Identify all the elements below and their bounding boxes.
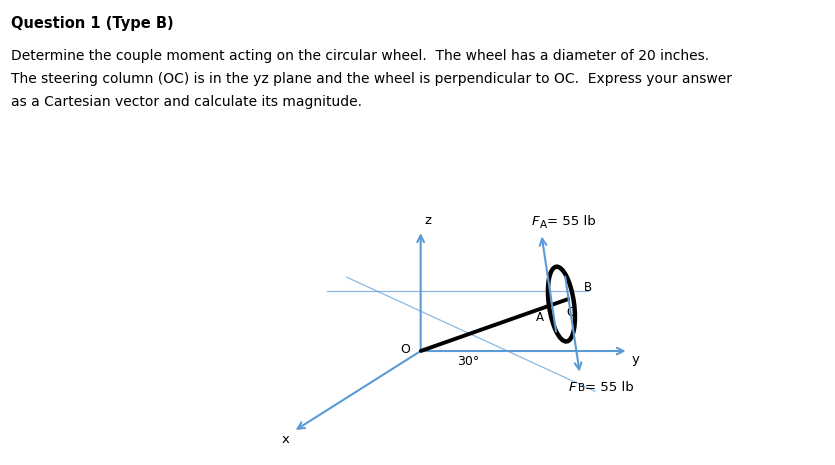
Text: B: B xyxy=(584,281,592,294)
Text: Determine the couple moment acting on the circular wheel.  The wheel has a diame: Determine the couple moment acting on th… xyxy=(11,49,709,63)
Text: z: z xyxy=(424,214,431,227)
Text: as a Cartesian vector and calculate its magnitude.: as a Cartesian vector and calculate its … xyxy=(11,95,362,109)
Text: F: F xyxy=(569,380,576,393)
Text: C: C xyxy=(566,306,574,319)
Text: B: B xyxy=(578,383,585,392)
Text: O: O xyxy=(401,343,411,356)
Text: = 55 lb: = 55 lb xyxy=(548,215,596,228)
Text: y: y xyxy=(632,352,640,365)
Text: F: F xyxy=(532,215,539,228)
Text: A: A xyxy=(536,311,544,324)
Text: A: A xyxy=(540,219,548,230)
Text: x: x xyxy=(282,433,290,446)
Text: Question 1 (Type B): Question 1 (Type B) xyxy=(11,16,174,31)
Text: = 55 lb: = 55 lb xyxy=(585,380,634,393)
Text: The steering column (OC) is in the yz plane and the wheel is perpendicular to OC: The steering column (OC) is in the yz pl… xyxy=(11,72,731,86)
Text: 30°: 30° xyxy=(458,355,480,368)
